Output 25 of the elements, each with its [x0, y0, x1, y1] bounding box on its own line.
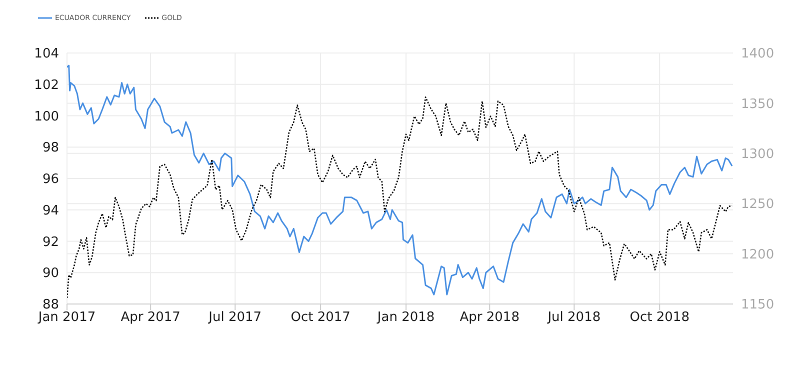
y2-tick-label: 1200: [741, 247, 774, 262]
y-tick-label: 100: [34, 109, 59, 124]
y2-tick-label: 1250: [741, 197, 774, 212]
x-tick-label: Jan 2017: [37, 310, 96, 326]
y-tick-label: 102: [34, 78, 59, 93]
x-tick-label: Jan 2018: [376, 310, 435, 326]
x-tick-label: Oct 2017: [290, 310, 350, 326]
x-tick-label: Apr 2018: [460, 310, 520, 326]
y-tick-label: 88: [42, 298, 59, 313]
y-tick-label: 94: [42, 203, 59, 218]
x-tick-label: Apr 2017: [120, 310, 180, 326]
x-tick-label: Jul 2017: [208, 310, 262, 326]
x-tick-label: Oct 2018: [630, 310, 690, 326]
y2-tick-label: 1150: [741, 298, 774, 313]
y-tick-label: 92: [42, 234, 59, 250]
line-series: [67, 64, 733, 296]
y2-tick-label: 1400: [741, 46, 774, 62]
y2-tick-label: 1350: [741, 96, 774, 112]
y-tick-label: 96: [42, 172, 59, 188]
line-series: [67, 96, 733, 299]
x-tick-label: Jul 2018: [546, 310, 601, 326]
y-tick-label: 90: [42, 266, 59, 282]
y-tick-label: 104: [34, 46, 59, 62]
y-tick-label: 98: [42, 140, 59, 156]
y2-tick-label: 1300: [741, 147, 774, 162]
